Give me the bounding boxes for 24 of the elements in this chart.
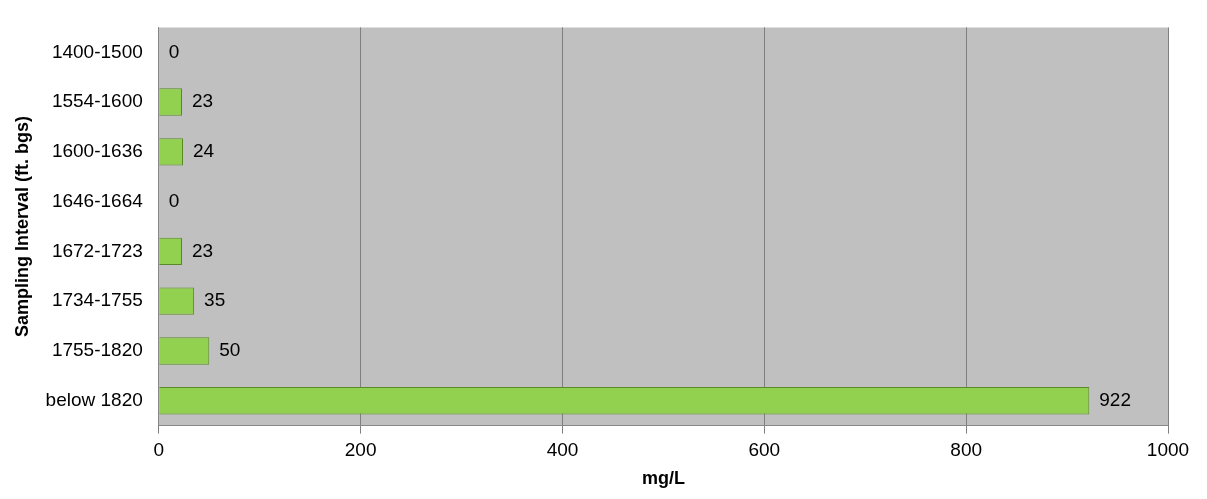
data-label: 24 [193, 140, 215, 162]
data-label: 35 [204, 289, 226, 311]
data-label: 23 [192, 239, 214, 261]
y-tick-label: 1646-1664 [51, 189, 144, 211]
data-label: 0 [168, 40, 180, 62]
data-label: 922 [1099, 388, 1131, 410]
y-tick-label: 1672-1723 [51, 239, 143, 261]
x-tick-label: 1000 [1146, 439, 1190, 461]
x-axis-title: mg/L [641, 468, 685, 489]
x-tick-label: 800 [950, 439, 983, 461]
y-tick-label: 1755-1820 [51, 339, 143, 361]
x-tick-label: 400 [546, 439, 579, 461]
data-label: 0 [168, 189, 180, 211]
x-tick-label: 200 [344, 439, 377, 461]
y-tick-label: 1600-1636 [51, 140, 143, 162]
y-tick-label: 1400-1500 [51, 40, 143, 62]
y-tick-label: 1734-1755 [51, 289, 143, 311]
y-axis-title: Sampling Interval (ft. bgs) [11, 115, 32, 338]
data-label: 23 [192, 90, 214, 112]
x-tick-label: 0 [153, 439, 165, 461]
y-tick-label: below 1820 [45, 388, 143, 410]
y-tick-label: 1554-1600 [51, 90, 143, 112]
data-label: 50 [219, 339, 241, 361]
x-tick-label: 600 [748, 439, 781, 461]
